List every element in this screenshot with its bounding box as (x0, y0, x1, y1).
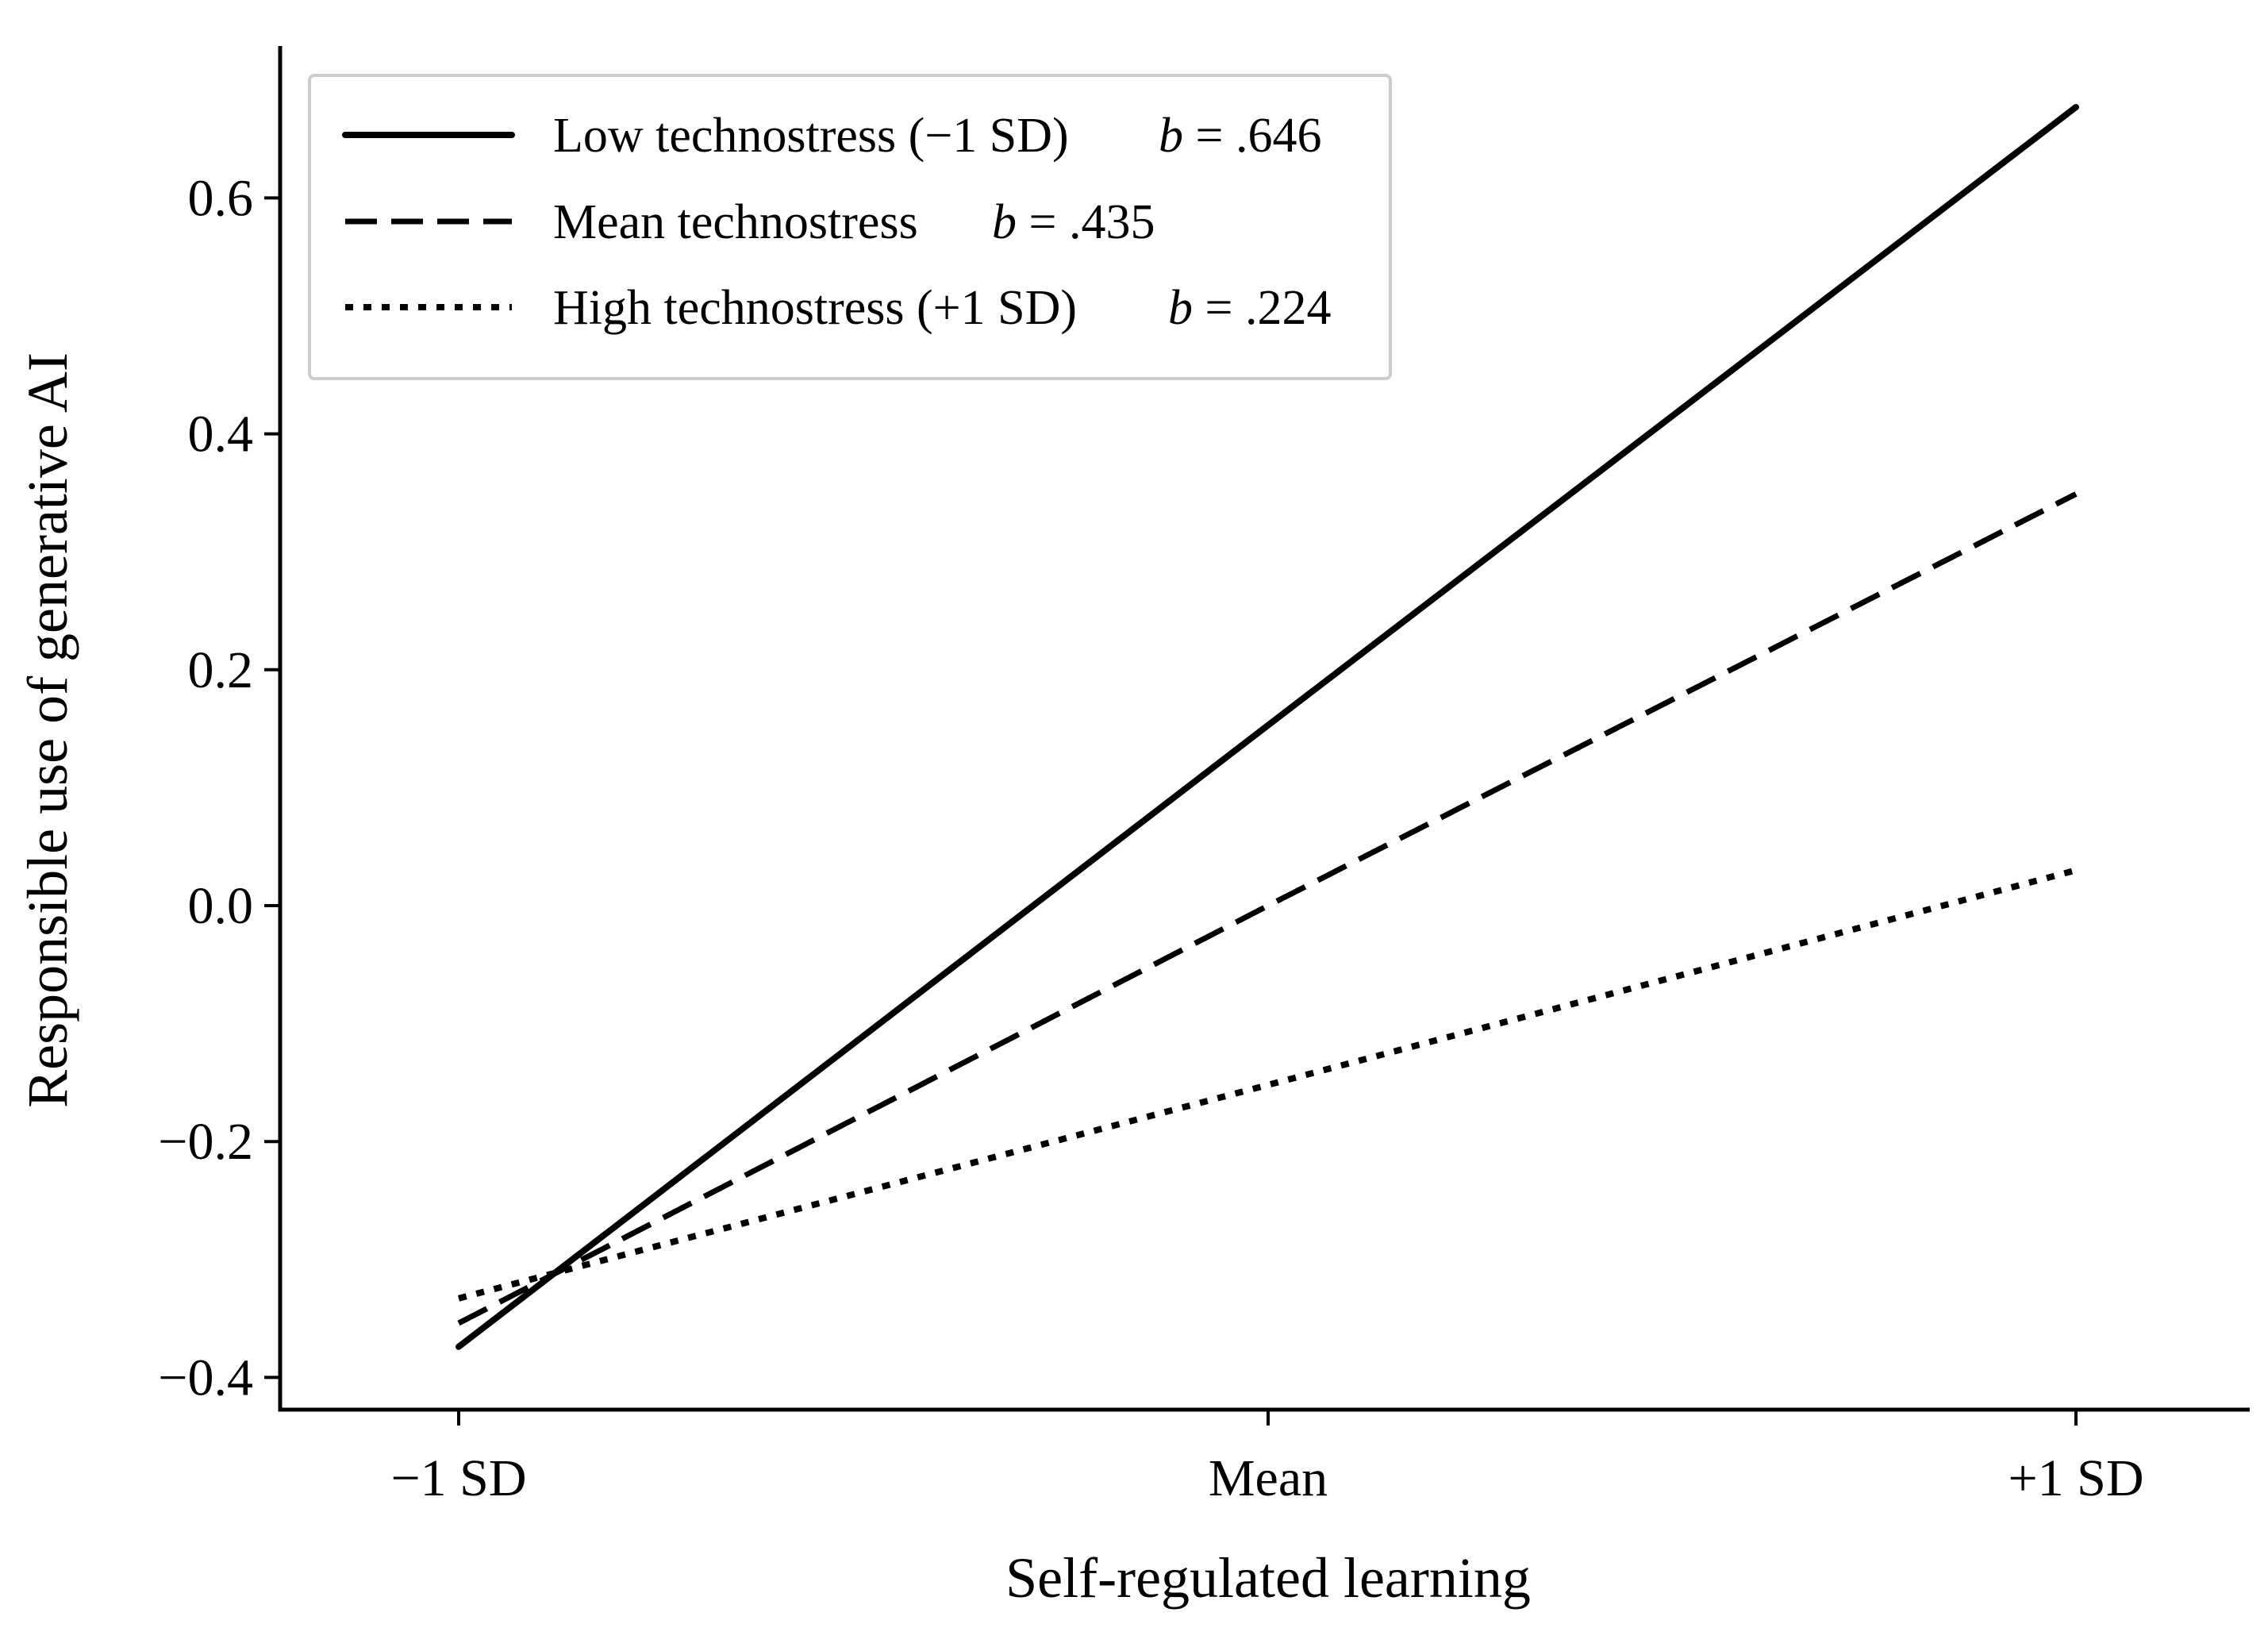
legend-slope-value: = .435 (1017, 195, 1155, 249)
y-tick-label: 0.0 (188, 877, 254, 935)
legend: Low technostress (−1 SD) b = .646 Mean tec… (308, 74, 1392, 380)
legend-slope-value: = .224 (1193, 281, 1331, 335)
legend-slope: b = .646 (1159, 109, 1321, 163)
y-axis-title: Responsible use of generative AI (16, 352, 79, 1108)
legend-slope-value: = .646 (1183, 109, 1321, 163)
series-line-solid (456, 103, 2079, 1350)
series-line-dashed (457, 491, 2078, 1326)
series-line-dotted (457, 867, 2078, 1302)
y-tick-label: 0.2 (188, 641, 254, 699)
y-tick-label: −0.4 (158, 1349, 253, 1406)
legend-label: Mean technostress (553, 195, 918, 249)
legend-label: Low technostress (−1 SD) (553, 109, 1069, 163)
legend-slope: b = .224 (1168, 281, 1331, 335)
plot-area (456, 103, 2079, 1350)
legend-slope-symbol: b (992, 195, 1017, 249)
axes: −0.4 −0.2 0.0 0.2 0.4 0.6 −1 SD Mean +1 SD (158, 46, 2250, 1507)
legend-slope-symbol: b (1159, 109, 1183, 163)
x-tick-label: Mean (1209, 1449, 1328, 1507)
legend-box (308, 74, 1392, 380)
legend-slope-symbol: b (1168, 281, 1193, 335)
legend-slope: b = .435 (992, 195, 1155, 249)
y-tick-label: −0.2 (158, 1113, 253, 1171)
x-tick-label: −1 SD (390, 1449, 526, 1507)
x-tick-label: +1 SD (2008, 1449, 2143, 1507)
legend-label: High technostress (+1 SD) (553, 281, 1077, 335)
x-axis-title: Self-regulated learning (1005, 1546, 1531, 1610)
y-tick-label: 0.6 (188, 169, 254, 227)
y-tick-label: 0.4 (188, 406, 254, 464)
